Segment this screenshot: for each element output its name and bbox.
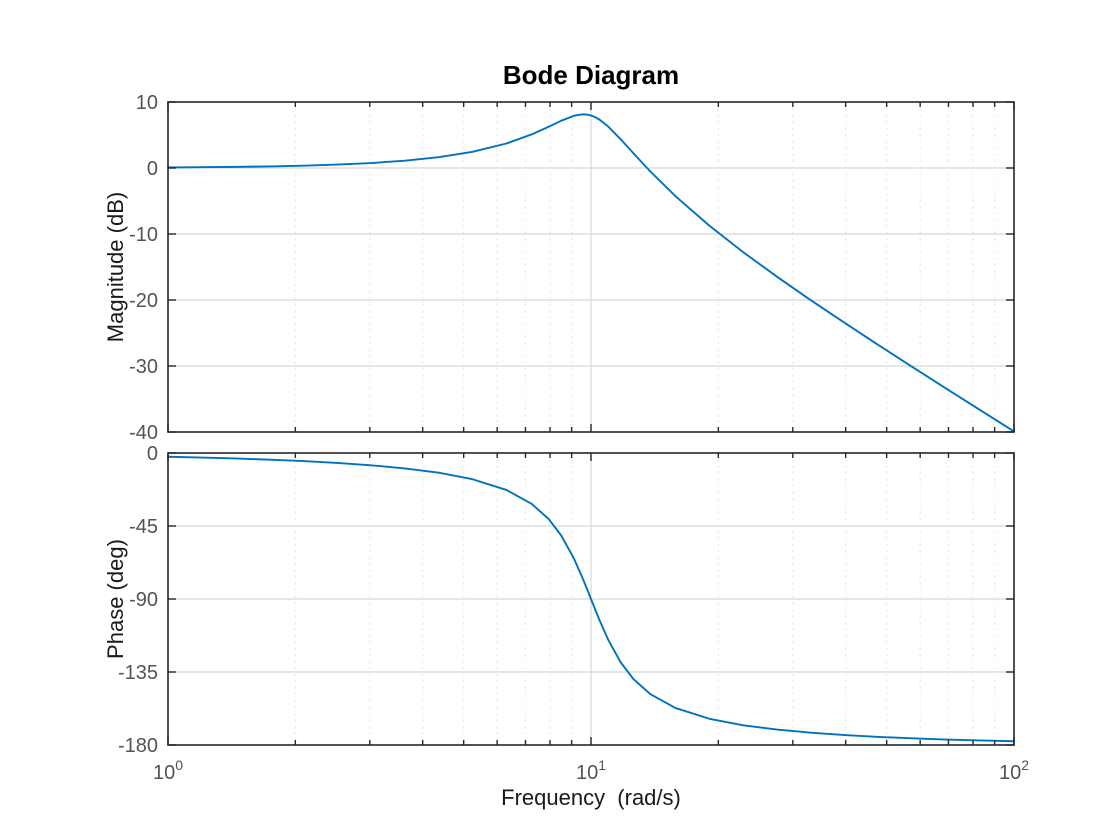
svg-text:102: 102	[999, 757, 1029, 784]
magnitude-plot-minor-grid	[294, 102, 996, 432]
svg-text:-180: -180	[118, 735, 158, 757]
svg-text:-135: -135	[118, 662, 158, 684]
svg-text:-10: -10	[129, 224, 158, 246]
svg-text:0: 0	[147, 443, 158, 465]
phase-plot-ticks	[167, 452, 1015, 746]
phase-axis-label: Phase (deg)	[103, 539, 128, 659]
magnitude-plot-ticks	[167, 101, 1015, 433]
chart-title: Bode Diagram	[502, 60, 680, 90]
svg-text:-90: -90	[129, 589, 158, 611]
frequency-axis-label: Frequency (rad/s)	[501, 785, 681, 810]
svg-text:-40: -40	[129, 422, 158, 444]
svg-text:101: 101	[576, 757, 606, 784]
phase-plot-xtick-labels: 100 101 102	[153, 757, 1029, 784]
svg-text:0: 0	[147, 158, 158, 180]
magnitude-plot-curve	[167, 113, 1015, 433]
svg-text:-30: -30	[129, 356, 158, 378]
phase-plot-curve	[167, 455, 1015, 743]
magnitude-plot-major-grid	[168, 102, 1014, 432]
magnitude-axis-label: Magnitude (dB)	[103, 191, 128, 343]
svg-text:100: 100	[153, 757, 183, 784]
svg-text:10: 10	[136, 92, 158, 114]
magnitude-plot-ytick-labels: 10 0 -10 -20 -30 -40	[129, 92, 158, 444]
phase-plot-ytick-labels: 0 -45 -90 -135 -180	[118, 443, 158, 757]
svg-text:-45: -45	[129, 516, 158, 538]
svg-text:-20: -20	[129, 290, 158, 312]
